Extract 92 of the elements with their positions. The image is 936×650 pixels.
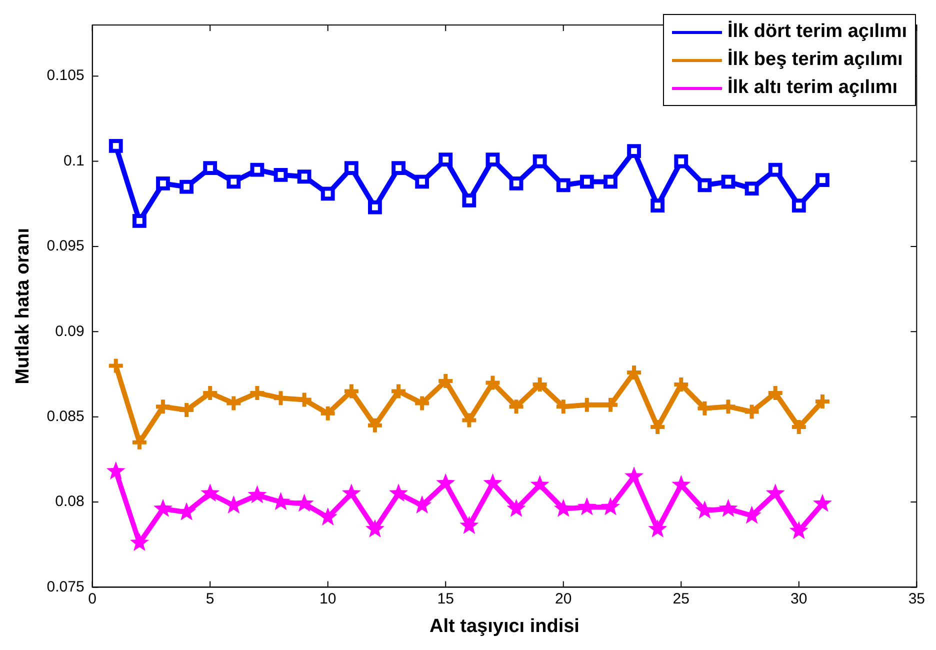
point [436, 473, 456, 492]
point [130, 532, 149, 551]
point [484, 374, 502, 392]
x-tick-label: 5 [206, 590, 214, 608]
point [719, 398, 738, 416]
point [130, 433, 148, 452]
y-tick-label: 0.09 [55, 322, 84, 340]
y-tick-label: 0.1 [63, 152, 84, 170]
point [318, 507, 338, 526]
point [180, 180, 194, 194]
point [274, 168, 288, 182]
y-axis-title: Mutlak hata oranı [12, 228, 34, 384]
y-tick-label: 0.095 [46, 238, 84, 255]
point [648, 519, 668, 538]
point [390, 382, 408, 400]
point [792, 198, 806, 213]
point [742, 402, 761, 421]
point [366, 416, 384, 434]
point [200, 484, 220, 502]
point [132, 214, 146, 228]
y-tick-label: 0.085 [46, 408, 84, 425]
point [695, 500, 714, 519]
point [650, 198, 665, 213]
point [272, 389, 290, 408]
point [506, 498, 526, 517]
point [507, 398, 526, 416]
point [721, 174, 736, 189]
x-tick-label: 15 [437, 590, 454, 608]
point [554, 398, 572, 416]
point [698, 178, 712, 192]
point [344, 161, 358, 176]
point [554, 498, 573, 517]
x-tick-label: 30 [790, 590, 808, 608]
point [577, 497, 596, 516]
point [624, 466, 644, 485]
point [108, 139, 123, 153]
x-tick-label: 35 [908, 590, 925, 608]
point [153, 498, 173, 517]
point [106, 356, 125, 375]
y-tick-label: 0.075 [46, 578, 84, 596]
point [530, 474, 550, 494]
point [532, 154, 547, 168]
x-tick-label: 10 [320, 590, 336, 608]
point [462, 194, 476, 208]
point [342, 484, 361, 502]
point [438, 152, 453, 167]
point [415, 174, 430, 189]
point [297, 170, 312, 184]
point [294, 494, 314, 512]
point [320, 186, 335, 201]
point [627, 144, 641, 158]
point [556, 178, 570, 192]
point [816, 173, 830, 187]
point [486, 152, 500, 167]
legend-label: İlk dört terim açılımı [728, 21, 907, 43]
point [718, 498, 738, 517]
point [342, 382, 360, 400]
point [368, 200, 382, 214]
point [392, 161, 406, 176]
point [226, 174, 241, 189]
point [789, 520, 808, 540]
point [696, 399, 714, 418]
point [580, 174, 594, 189]
y-tick-label: 0.08 [55, 493, 84, 510]
point [460, 516, 479, 534]
point [203, 161, 218, 176]
x-axis-title: Alt taşıyıcı indisi [430, 616, 580, 637]
point [744, 182, 759, 196]
x-tick-label: 25 [672, 590, 690, 608]
point [318, 404, 337, 422]
legend-label: İlk beş terim açılımı [728, 49, 903, 71]
point [768, 162, 782, 177]
point [365, 519, 384, 538]
point [509, 176, 524, 190]
x-tick-label: 20 [555, 590, 572, 608]
point [600, 497, 620, 516]
point [460, 411, 478, 430]
point [413, 394, 432, 412]
point [250, 162, 264, 177]
point [295, 390, 314, 409]
legend-label: İlk altı terim açılımı [728, 77, 898, 99]
y-tick-label: 0.105 [46, 67, 84, 84]
point [389, 484, 408, 502]
point [766, 484, 785, 502]
point [674, 154, 688, 168]
point [812, 494, 832, 512]
point [156, 176, 170, 190]
point [604, 174, 618, 189]
point [106, 461, 126, 480]
point [248, 485, 267, 504]
x-tick-label: 0 [88, 590, 97, 608]
point [224, 394, 243, 412]
